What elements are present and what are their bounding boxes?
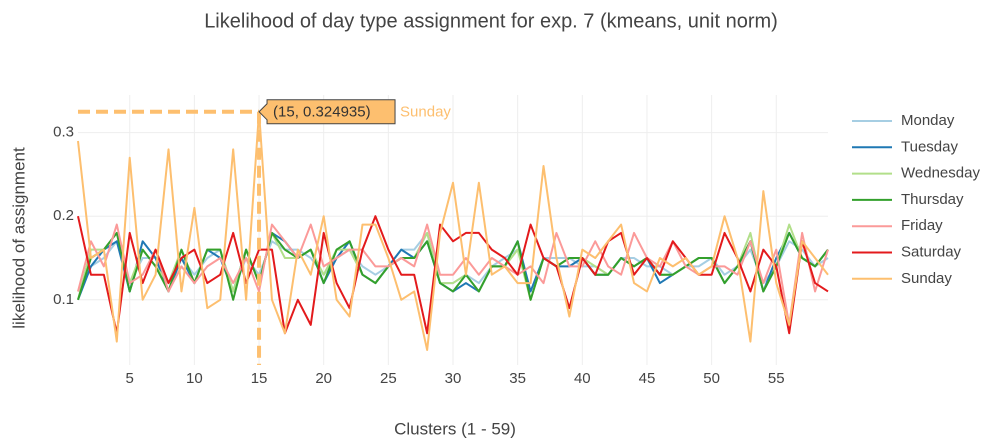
y-tick-label: 0.3 xyxy=(53,124,74,141)
x-tick-label: 45 xyxy=(639,370,656,387)
legend-label: Wednesday xyxy=(901,165,980,182)
x-tick-label: 55 xyxy=(768,370,785,387)
legend-label: Monday xyxy=(901,112,955,129)
x-tick-label: 5 xyxy=(126,370,134,387)
x-tick-label: 35 xyxy=(509,370,526,387)
y-axis-title: likelihood of assignment xyxy=(9,147,28,329)
x-tick-label: 40 xyxy=(574,370,591,387)
legend-label: Thursday xyxy=(901,191,964,208)
tooltip-series: Sunday xyxy=(400,104,451,121)
legend-label: Saturday xyxy=(901,243,962,260)
x-tick-label: 25 xyxy=(380,370,397,387)
series-line xyxy=(77,231,829,301)
y-tick-label: 0.2 xyxy=(53,207,74,224)
x-tick-label: 10 xyxy=(186,370,203,387)
legend-label: Sunday xyxy=(901,270,952,287)
x-tick-label: 50 xyxy=(703,370,720,387)
chart-title: Likelihood of day type assignment for ex… xyxy=(204,10,778,32)
tooltip-box xyxy=(258,99,396,125)
x-tick-label: 15 xyxy=(251,370,268,387)
x-tick-label: 20 xyxy=(315,370,332,387)
x-tick-label: 30 xyxy=(445,370,462,387)
series-line xyxy=(77,110,829,351)
tooltip-label: (15, 0.324935) xyxy=(273,104,371,121)
legend-label: Tuesday xyxy=(901,138,958,155)
legend-label: Friday xyxy=(901,217,943,234)
y-tick-label: 0.1 xyxy=(53,291,74,308)
x-axis-title: Clusters (1 - 59) xyxy=(394,419,516,438)
